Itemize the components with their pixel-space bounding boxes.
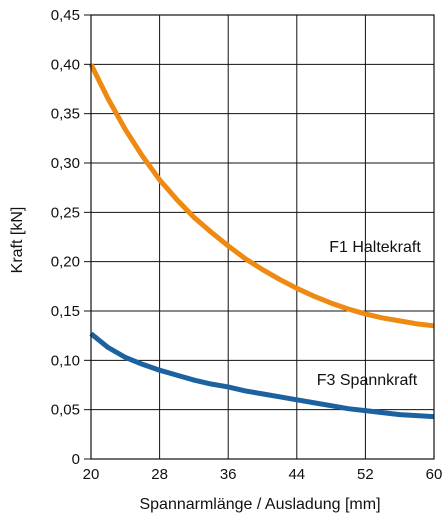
y-tick-label: 0: [72, 451, 80, 468]
y-tick-label: 0,15: [51, 303, 80, 320]
x-tick-label: 20: [83, 466, 100, 483]
series-line-f3-spannkraft: [89, 331, 435, 420]
y-tick-label: 0,05: [51, 402, 80, 419]
series-label-f1-haltekraft: F1 Haltekraft: [329, 239, 421, 256]
y-axis-title: Kraft [kN]: [9, 207, 26, 274]
y-tick-label: 0,10: [51, 352, 80, 369]
x-tick-label: 36: [220, 466, 237, 483]
series-layer: [88, 63, 435, 420]
series-line-f1-haltekraft: [88, 63, 435, 329]
y-tick-label: 0,40: [51, 56, 80, 73]
y-tick-label: 0,35: [51, 106, 80, 123]
y-tick-label: 0,30: [51, 155, 80, 172]
labels-layer: Spannarmlänge / Ausladung [mm] Kraft [kN…: [9, 207, 421, 513]
x-tick-label: 28: [151, 466, 168, 483]
x-tick-label: 44: [288, 466, 305, 483]
series-label-f3-spannkraft: F3 Spannkraft: [317, 372, 418, 389]
plot-frame: [90, 14, 435, 460]
y-tick-label: 0,45: [51, 7, 80, 24]
x-axis-title: Spannarmlänge / Ausladung [mm]: [139, 496, 380, 513]
y-tick-label: 0,20: [51, 254, 80, 271]
x-tick-label: 60: [426, 466, 443, 483]
axes-layer: 0 0,05 0,10 0,15 0,20 0,25 0,30 0,35 0,40 0,45 20 2…: [51, 7, 443, 483]
x-tick-label: 52: [357, 466, 374, 483]
y-tick-label: 0,25: [51, 204, 80, 221]
